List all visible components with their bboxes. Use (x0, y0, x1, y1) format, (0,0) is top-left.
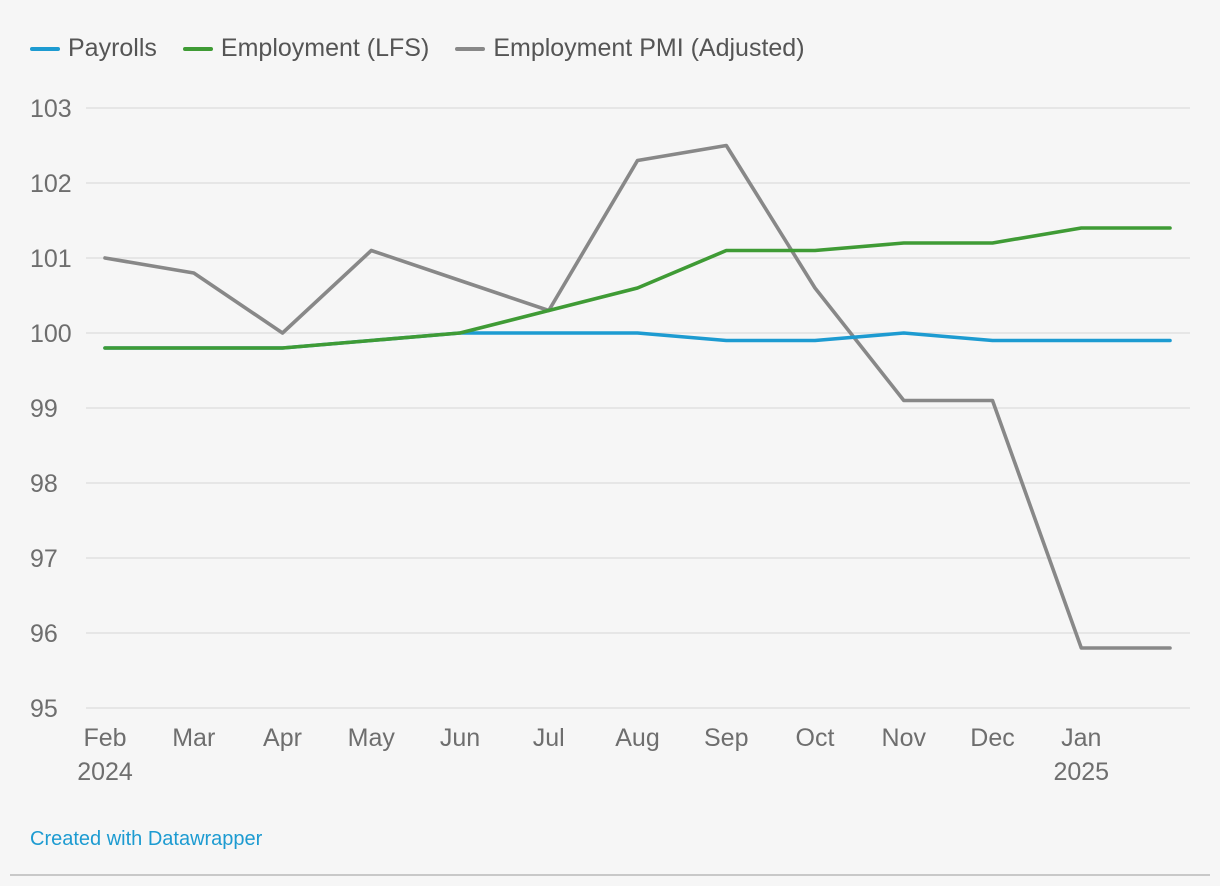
x-tick-label: Dec (970, 724, 1014, 752)
series-lines (103, 143, 1172, 650)
series-line-payrolls (103, 331, 1172, 350)
x-tick-label: Oct (796, 724, 835, 752)
x-tick-label: Aug (615, 724, 659, 752)
x-tick-label: Jan (1061, 724, 1101, 752)
gridlines (86, 107, 1190, 709)
y-tick-label: 103 (30, 95, 72, 123)
credit-link[interactable]: Created with Datawrapper (30, 828, 263, 850)
y-tick-label: 100 (30, 320, 72, 348)
y-tick-label: 95 (30, 695, 58, 723)
x-tick-label: Jun (440, 724, 480, 752)
line-chart: 95 96 97 98 99 100 101 102 103 Feb 2024 Mar Apr May J… (30, 95, 1190, 786)
x-axis-ticks: Feb 2024 Mar Apr May Jun Jul Aug Sep Oct Nov Dec Jan… (77, 724, 1109, 786)
y-tick-label: 102 (30, 170, 72, 198)
legend-item: Payrolls (30, 34, 157, 63)
y-tick-label: 101 (30, 245, 72, 273)
y-tick-label: 99 (30, 395, 58, 423)
x-tick-label: Nov (882, 724, 927, 752)
x-tick-year-label: 2025 (1053, 758, 1109, 786)
legend-label: Employment (LFS) (220, 34, 430, 62)
x-tick-label: Feb (83, 724, 126, 752)
series-line-employment-pmi-adjusted (103, 143, 1172, 650)
legend-label: Employment PMI (Adjusted) (493, 34, 805, 62)
legend-swatch (182, 46, 213, 51)
y-axis-ticks: 95 96 97 98 99 100 101 102 103 (30, 95, 72, 723)
legend-swatch (455, 46, 486, 51)
legend-swatch (30, 46, 60, 51)
y-tick-label: 96 (30, 620, 58, 648)
chart-legend: Payrolls Employment (LFS) Employment PMI (… (30, 34, 831, 63)
x-tick-label: Mar (172, 724, 215, 752)
x-tick-label: Sep (704, 724, 748, 752)
x-tick-label: May (348, 724, 396, 752)
x-tick-label: Jul (533, 724, 565, 752)
legend-item: Employment PMI (Adjusted) (455, 34, 805, 63)
bottom-divider (10, 874, 1210, 876)
legend-label: Payrolls (68, 34, 157, 62)
x-tick-label: Apr (263, 724, 302, 752)
series-line-employment-lfs (103, 226, 1172, 350)
x-tick-year-label: 2024 (77, 758, 133, 786)
legend-item: Employment (LFS) (182, 34, 430, 63)
y-tick-label: 98 (30, 470, 58, 498)
y-tick-label: 97 (30, 545, 58, 573)
